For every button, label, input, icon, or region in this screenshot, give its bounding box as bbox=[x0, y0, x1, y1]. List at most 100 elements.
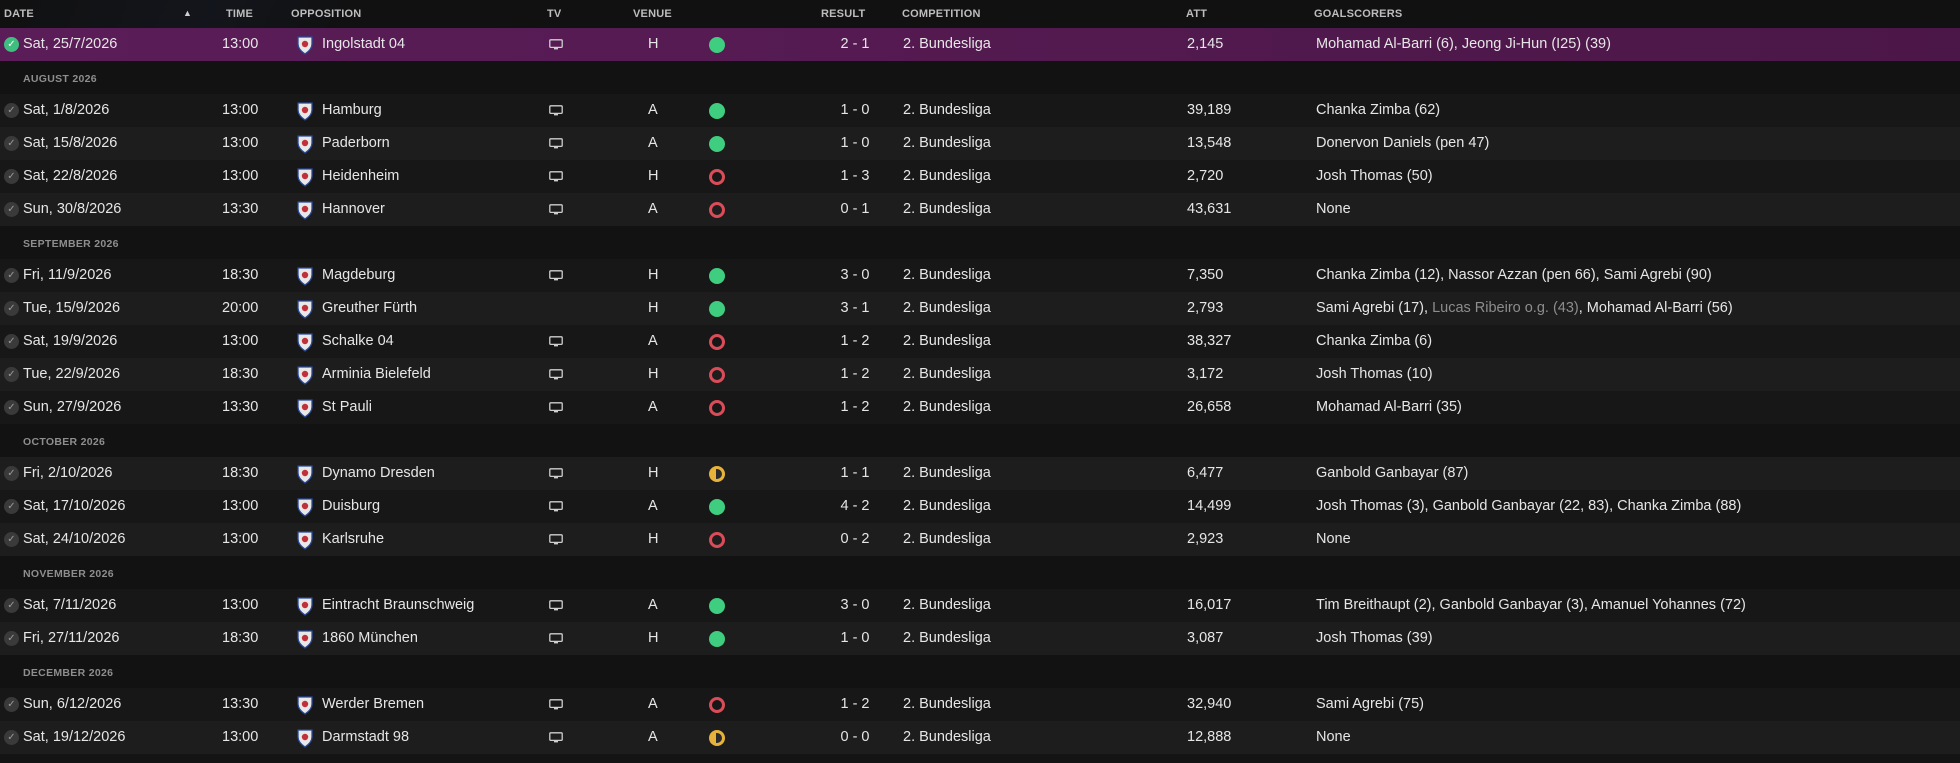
opposition-name[interactable]: Hannover bbox=[322, 201, 385, 217]
fixture-row[interactable]: ✓ Sat, 1/8/2026 13:00 Hamburg A 1 - 0 2.… bbox=[0, 94, 1960, 127]
hamburg-crest-icon[interactable] bbox=[295, 101, 315, 121]
competition-name[interactable]: 2. Bundesliga bbox=[903, 729, 991, 745]
header-competition[interactable]: COMPETITION bbox=[902, 8, 981, 20]
hannover-crest-icon[interactable] bbox=[295, 200, 315, 220]
karlsruhe-crest-icon[interactable] bbox=[295, 530, 315, 550]
st-pauli-crest-icon[interactable] bbox=[295, 398, 315, 418]
competition-name[interactable]: 2. Bundesliga bbox=[903, 300, 991, 316]
greuther-furth-crest-icon[interactable] bbox=[295, 299, 315, 319]
opposition-name[interactable]: Werder Bremen bbox=[322, 696, 425, 712]
match-result[interactable]: 3 - 0 bbox=[840, 597, 870, 613]
paderborn-crest-icon[interactable] bbox=[295, 134, 315, 154]
competition-name[interactable]: 2. Bundesliga bbox=[903, 597, 991, 613]
header-att[interactable]: ATT bbox=[1186, 8, 1208, 20]
match-result[interactable]: 1 - 1 bbox=[840, 465, 870, 481]
werder-bremen-crest-icon[interactable] bbox=[295, 695, 315, 715]
1860-munchen-crest-icon[interactable] bbox=[295, 629, 315, 649]
opposition-name[interactable]: Karlsruhe bbox=[322, 531, 385, 547]
competition-name[interactable]: 2. Bundesliga bbox=[903, 696, 991, 712]
opposition-name[interactable]: Hamburg bbox=[322, 102, 382, 118]
opposition-name[interactable]: Duisburg bbox=[322, 498, 381, 514]
header-goalscorers[interactable]: GOALSCORERS bbox=[1314, 8, 1403, 20]
fixture-row[interactable]: ✓ Sat, 24/10/2026 13:00 Karlsruhe H 0 - … bbox=[0, 523, 1960, 556]
opposition-name[interactable]: 1860 München bbox=[322, 630, 418, 646]
sort-ascending-icon[interactable]: ▲ bbox=[183, 8, 193, 18]
venue: H bbox=[648, 465, 659, 481]
opposition-name[interactable]: Schalke 04 bbox=[322, 333, 394, 349]
fixture-row[interactable]: ✓ Sat, 15/8/2026 13:00 Paderborn A 1 - 0… bbox=[0, 127, 1960, 160]
match-result[interactable]: 4 - 2 bbox=[840, 498, 870, 514]
fixture-row[interactable]: ✓ Sat, 19/9/2026 13:00 Schalke 04 A 1 - … bbox=[0, 325, 1960, 358]
fixture-row[interactable]: ✓ Sun, 27/9/2026 13:30 St Pauli A 1 - 2 … bbox=[0, 391, 1960, 424]
opposition-name[interactable]: Darmstadt 98 bbox=[322, 729, 410, 745]
competition-name[interactable]: 2. Bundesliga bbox=[903, 201, 991, 217]
bielefeld-crest-icon[interactable] bbox=[295, 365, 315, 385]
competition-name[interactable]: 2. Bundesliga bbox=[903, 135, 991, 151]
opposition-name[interactable]: Arminia Bielefeld bbox=[322, 366, 431, 382]
header-result[interactable]: RESULT bbox=[821, 8, 866, 20]
competition-name[interactable]: 2. Bundesliga bbox=[903, 36, 991, 52]
fixture-row[interactable]: ✓ Sun, 30/8/2026 13:30 Hannover A 0 - 1 … bbox=[0, 193, 1960, 226]
opposition-name[interactable]: Ingolstadt 04 bbox=[322, 36, 406, 52]
match-result[interactable]: 3 - 1 bbox=[840, 300, 870, 316]
match-date: Sat, 15/8/2026 bbox=[23, 135, 118, 151]
fixture-row[interactable]: ✓ Sat, 7/11/2026 13:00 Eintracht Braunsc… bbox=[0, 589, 1960, 622]
opposition-name[interactable]: Paderborn bbox=[322, 135, 390, 151]
header-tv[interactable]: TV bbox=[547, 8, 562, 20]
header-time[interactable]: TIME bbox=[226, 8, 254, 20]
fixture-row[interactable]: ✓ Sun, 6/12/2026 13:30 Werder Bremen A 1… bbox=[0, 688, 1960, 721]
competition-name[interactable]: 2. Bundesliga bbox=[903, 465, 991, 481]
header-opposition[interactable]: OPPOSITION bbox=[291, 8, 362, 20]
competition-name[interactable]: 2. Bundesliga bbox=[903, 333, 991, 349]
opposition-name[interactable]: St Pauli bbox=[322, 399, 372, 415]
fixture-row[interactable]: ✓ Tue, 22/9/2026 18:30 Arminia Bielefeld… bbox=[0, 358, 1960, 391]
duisburg-crest-icon[interactable] bbox=[295, 497, 315, 517]
darmstadt-crest-icon[interactable] bbox=[295, 728, 315, 748]
competition-name[interactable]: 2. Bundesliga bbox=[903, 531, 991, 547]
fixture-row[interactable]: ✓ Tue, 15/9/2026 20:00 Greuther Fürth H … bbox=[0, 292, 1960, 325]
heidenheim-crest-icon[interactable] bbox=[295, 167, 315, 187]
fixture-row[interactable]: ✓ Sat, 19/12/2026 13:00 Darmstadt 98 A 0… bbox=[0, 721, 1960, 754]
fixture-row[interactable]: ✓ Fri, 2/10/2026 18:30 Dynamo Dresden H … bbox=[0, 457, 1960, 490]
opposition-name[interactable]: Heidenheim bbox=[322, 168, 400, 184]
braunschweig-crest-icon[interactable] bbox=[295, 596, 315, 616]
opposition-name[interactable]: Greuther Fürth bbox=[322, 300, 418, 316]
match-result[interactable]: 1 - 0 bbox=[840, 102, 870, 118]
header-venue[interactable]: VENUE bbox=[633, 8, 672, 20]
goalscorers: Chanka Zimba (6) bbox=[1316, 333, 1432, 349]
match-result[interactable]: 1 - 3 bbox=[840, 168, 870, 184]
competition-name[interactable]: 2. Bundesliga bbox=[903, 168, 991, 184]
goalscorers-text: Josh Thomas (39) bbox=[1316, 630, 1433, 646]
fixture-row[interactable]: ✓ Fri, 27/11/2026 18:30 1860 München H 1… bbox=[0, 622, 1960, 655]
match-result[interactable]: 3 - 0 bbox=[840, 267, 870, 283]
opposition-name[interactable]: Eintracht Braunschweig bbox=[322, 597, 475, 613]
dresden-crest-icon[interactable] bbox=[295, 464, 315, 484]
match-result[interactable]: 1 - 0 bbox=[840, 135, 870, 151]
match-result[interactable]: 1 - 2 bbox=[840, 399, 870, 415]
match-result[interactable]: 0 - 2 bbox=[840, 531, 870, 547]
schalke-crest-icon[interactable] bbox=[295, 332, 315, 352]
fixture-row[interactable]: ✓ Sat, 17/10/2026 13:00 Duisburg A 4 - 2… bbox=[0, 490, 1960, 523]
opposition-name[interactable]: Magdeburg bbox=[322, 267, 396, 283]
competition-name[interactable]: 2. Bundesliga bbox=[903, 366, 991, 382]
match-result[interactable]: 1 - 0 bbox=[840, 630, 870, 646]
match-result[interactable]: 0 - 1 bbox=[840, 201, 870, 217]
competition-name[interactable]: 2. Bundesliga bbox=[903, 102, 991, 118]
tv-broadcast-icon bbox=[549, 105, 563, 116]
competition-name[interactable]: 2. Bundesliga bbox=[903, 498, 991, 514]
match-result[interactable]: 0 - 0 bbox=[840, 729, 870, 745]
match-result[interactable]: 1 - 2 bbox=[840, 696, 870, 712]
header-date[interactable]: DATE bbox=[4, 8, 34, 20]
ingolstadt-crest-icon[interactable] bbox=[295, 35, 315, 55]
opposition-name[interactable]: Dynamo Dresden bbox=[322, 465, 435, 481]
fixture-row[interactable]: ✓ Fri, 11/9/2026 18:30 Magdeburg H 3 - 0… bbox=[0, 259, 1960, 292]
fixture-row[interactable]: ✓ Sat, 22/8/2026 13:00 Heidenheim H 1 - … bbox=[0, 160, 1960, 193]
competition-name[interactable]: 2. Bundesliga bbox=[903, 399, 991, 415]
competition-name[interactable]: 2. Bundesliga bbox=[903, 630, 991, 646]
match-result[interactable]: 1 - 2 bbox=[840, 366, 870, 382]
match-result[interactable]: 1 - 2 bbox=[840, 333, 870, 349]
match-result[interactable]: 2 - 1 bbox=[840, 36, 870, 52]
magdeburg-crest-icon[interactable] bbox=[295, 266, 315, 286]
fixture-row[interactable]: ✓ Sat, 25/7/2026 13:00 Ingolstadt 04 H 2… bbox=[0, 28, 1960, 61]
competition-name[interactable]: 2. Bundesliga bbox=[903, 267, 991, 283]
